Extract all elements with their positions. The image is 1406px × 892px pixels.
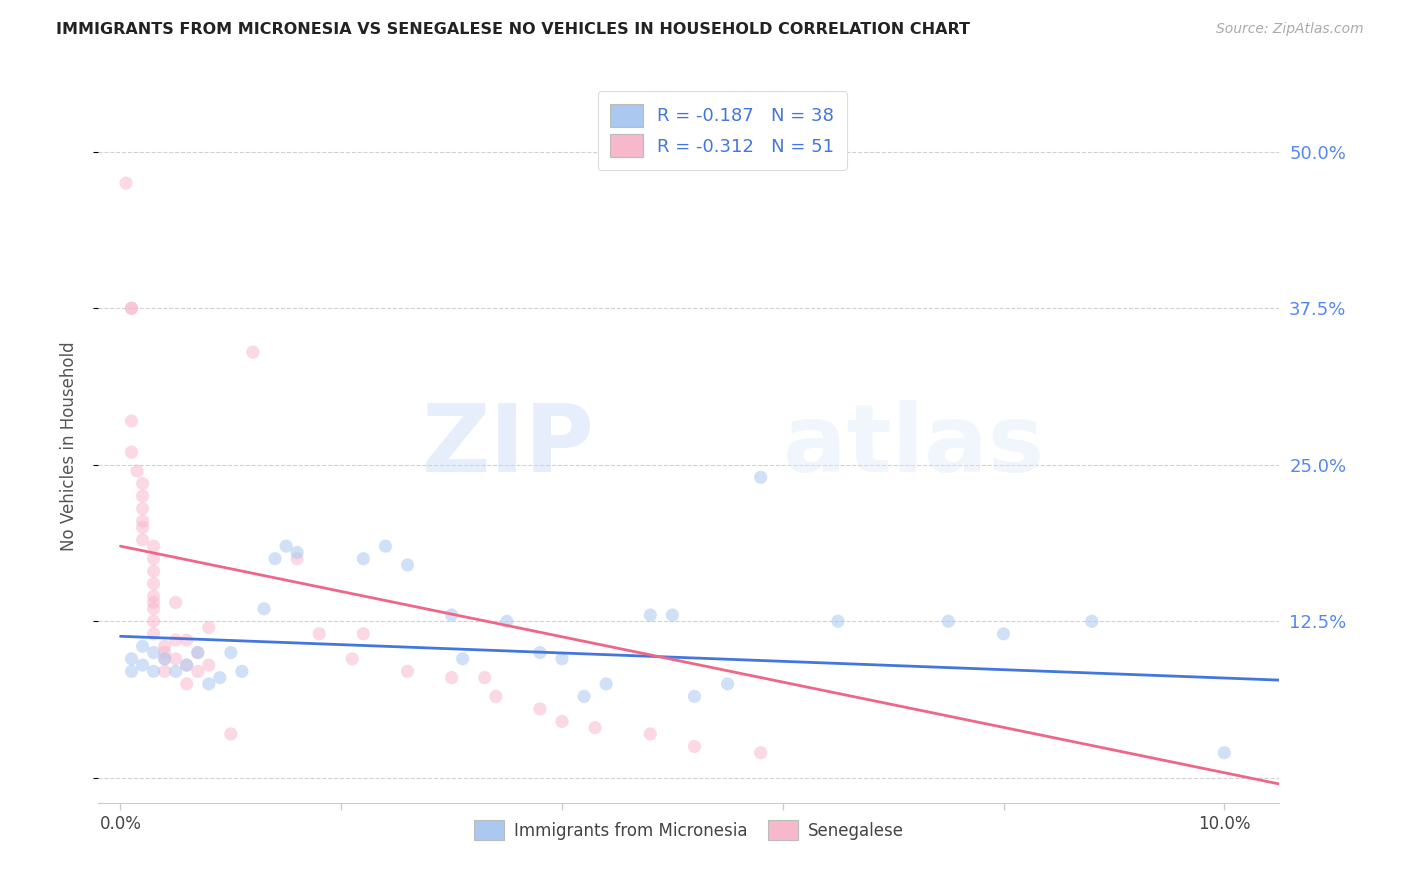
Point (153, 665, 176, 679)
Point (153, 652, 176, 666)
Point (142, 627, 165, 641)
Point (142, 601, 165, 615)
Point (716, 677, 738, 691)
Point (440, 671, 463, 685)
Point (142, 614, 165, 628)
Point (131, 501, 153, 516)
Point (936, 614, 959, 628)
Point (121, 301, 143, 316)
Point (827, 614, 849, 628)
Point (142, 595, 165, 609)
Point (529, 646, 551, 660)
Point (121, 445, 143, 459)
Point (396, 665, 419, 679)
Point (352, 551, 374, 566)
Point (142, 551, 165, 566)
Point (153, 652, 176, 666)
Point (125, 464, 148, 478)
Point (640, 607, 662, 622)
Y-axis label: No Vehicles in Household: No Vehicles in Household (59, 341, 77, 551)
Point (142, 589, 165, 603)
Point (121, 665, 143, 679)
Point (208, 671, 231, 685)
Point (121, 301, 143, 316)
Point (153, 646, 176, 660)
Text: ZIP: ZIP (422, 400, 595, 492)
Point (165, 633, 187, 648)
Text: IMMIGRANTS FROM MICRONESIA VS SENEGALESE NO VEHICLES IN HOUSEHOLD CORRELATION CH: IMMIGRANTS FROM MICRONESIA VS SENEGALESE… (56, 22, 970, 37)
Point (583, 721, 606, 735)
Point (131, 514, 153, 528)
Point (993, 627, 1015, 641)
Point (131, 640, 153, 654)
Point (529, 702, 551, 716)
Point (231, 665, 253, 679)
Point (165, 665, 187, 679)
Point (187, 665, 209, 679)
Point (451, 652, 474, 666)
Point (121, 414, 143, 428)
Point (153, 640, 176, 654)
Point (142, 539, 165, 553)
Point (374, 539, 396, 553)
Point (440, 607, 463, 622)
Point (285, 545, 308, 559)
Point (219, 727, 242, 741)
Point (176, 658, 198, 673)
Point (176, 658, 198, 673)
Point (142, 646, 165, 660)
Point (131, 476, 153, 491)
Point (683, 739, 706, 754)
Point (198, 658, 221, 673)
Point (572, 690, 595, 704)
Point (165, 595, 187, 609)
Point (551, 652, 574, 666)
Point (142, 576, 165, 591)
Point (219, 646, 242, 660)
Point (165, 652, 187, 666)
Point (115, 176, 138, 190)
Point (253, 601, 276, 615)
Point (551, 714, 574, 729)
Point (683, 690, 706, 704)
Text: atlas: atlas (783, 400, 1045, 492)
Point (749, 746, 772, 760)
Point (485, 690, 508, 704)
Point (274, 539, 297, 553)
Point (749, 470, 772, 484)
Point (495, 614, 517, 628)
Point (131, 533, 153, 547)
Point (264, 551, 287, 566)
Point (308, 627, 330, 641)
Point (131, 520, 153, 534)
Point (396, 558, 419, 572)
Text: Source: ZipAtlas.com: Source: ZipAtlas.com (1216, 22, 1364, 37)
Point (1213, 746, 1236, 760)
Point (242, 345, 264, 359)
Point (131, 658, 153, 673)
Point (198, 621, 221, 635)
Legend: Immigrants from Micronesia, Senegalese: Immigrants from Micronesia, Senegalese (465, 812, 912, 848)
Point (352, 627, 374, 641)
Point (131, 489, 153, 503)
Point (474, 671, 496, 685)
Point (640, 727, 662, 741)
Point (198, 677, 221, 691)
Point (142, 564, 165, 578)
Point (187, 646, 209, 660)
Point (176, 633, 198, 648)
Point (121, 652, 143, 666)
Point (187, 646, 209, 660)
Point (1081, 614, 1104, 628)
Point (285, 551, 308, 566)
Point (342, 652, 364, 666)
Point (595, 677, 617, 691)
Point (142, 665, 165, 679)
Point (176, 677, 198, 691)
Point (661, 607, 683, 622)
